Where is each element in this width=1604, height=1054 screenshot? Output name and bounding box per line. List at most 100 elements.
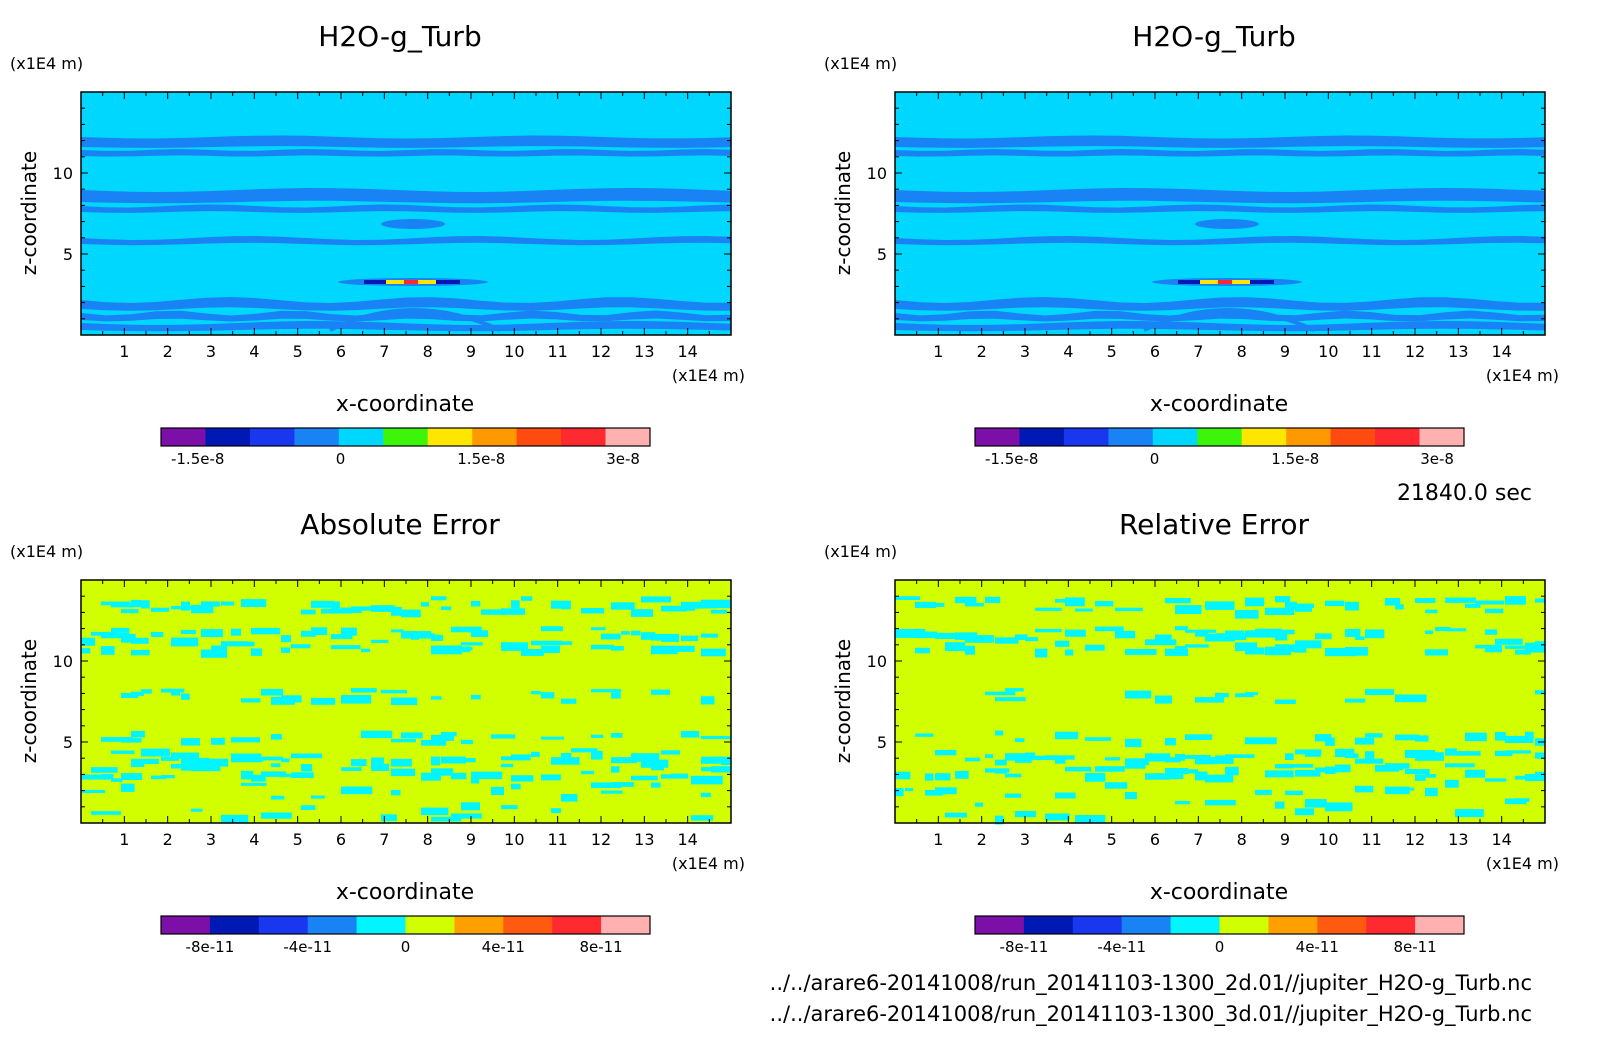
contour-patch <box>1295 603 1312 612</box>
contour-patch <box>1275 699 1296 704</box>
contour-patch <box>551 757 580 765</box>
contour-patch <box>1285 790 1303 796</box>
contour-patch <box>461 646 470 653</box>
contour-patch <box>1025 637 1039 642</box>
colorbar-frame <box>160 427 651 447</box>
colorbar-tick-label: 4e-11 <box>1296 938 1339 956</box>
contour-patch <box>641 759 669 768</box>
colorbar-tick-label: 3e-8 <box>1420 450 1454 468</box>
contour-patch <box>641 632 656 640</box>
x-tick-label: 11 <box>547 342 567 361</box>
contour-core <box>404 280 418 284</box>
contour-patch <box>1475 600 1505 605</box>
contour-patch <box>1035 648 1048 658</box>
contour-patch <box>995 730 1004 736</box>
contour-patch <box>331 645 361 650</box>
x-tick-label: 6 <box>1150 342 1160 361</box>
contour-patch <box>1055 792 1076 799</box>
contour-patch <box>611 602 635 610</box>
contour-patch <box>521 649 544 656</box>
contour-patch <box>1175 626 1188 631</box>
contour-patch <box>1495 638 1523 645</box>
contour-patch <box>301 609 316 615</box>
contour-patch <box>121 609 139 614</box>
contour-patch <box>1385 598 1401 606</box>
colorbar-swatch <box>249 428 295 446</box>
contour-patch <box>1345 647 1368 656</box>
colorbar-tick-label: 4e-11 <box>482 938 525 956</box>
contour-patch <box>431 768 454 776</box>
contour-patch <box>1175 646 1187 651</box>
contour-patch <box>1365 733 1383 738</box>
contour-patch <box>421 602 429 607</box>
contour-patch <box>391 606 402 616</box>
contour-patch <box>181 629 197 634</box>
contour-patch <box>1055 755 1066 764</box>
contour-patch <box>191 604 214 614</box>
y-tick-label: 5 <box>877 245 887 264</box>
contour-patch <box>935 773 951 781</box>
contour-patch <box>1445 748 1457 756</box>
contour-patch <box>421 772 441 781</box>
contour-patch <box>1225 766 1239 776</box>
contour-patch <box>101 632 130 639</box>
contour-patch <box>1205 799 1236 806</box>
contour-patch <box>1275 764 1294 769</box>
contour-patch <box>995 697 1026 702</box>
contour-patch <box>1035 628 1062 633</box>
contour-patch <box>651 633 680 641</box>
contour-patch <box>541 736 564 740</box>
contour-patch <box>1185 754 1211 759</box>
contour-patch <box>935 602 945 607</box>
y-axis-label: z-coordinate <box>17 639 41 763</box>
contour-core <box>1218 280 1232 284</box>
contour-patch <box>895 628 926 638</box>
contour-patch <box>1535 641 1545 649</box>
x-tick-label: 2 <box>163 830 173 849</box>
contour-patch <box>965 637 981 643</box>
contour-patch <box>1095 600 1114 607</box>
contour-patch <box>291 753 323 759</box>
x-tick-label: 13 <box>634 830 654 849</box>
contour-patch <box>1075 608 1093 612</box>
contour-patch <box>1365 629 1385 639</box>
contour-patch <box>511 600 520 609</box>
x-tick-label: 1 <box>119 830 129 849</box>
contour-patch <box>1025 752 1036 760</box>
contour-patch <box>111 778 123 782</box>
y-axis-label: z-coordinate <box>831 639 855 763</box>
contour-patch <box>1485 629 1498 635</box>
colorbar-swatch <box>258 916 309 934</box>
contour-patch <box>541 692 555 699</box>
x-axis-label: x-coordinate <box>1150 880 1288 905</box>
time-label: 21840.0 sec <box>1397 481 1532 506</box>
contour-patch <box>351 606 380 611</box>
contour-patch <box>271 795 285 800</box>
contour-patch <box>1435 627 1451 632</box>
colorbar-swatch <box>516 428 562 446</box>
contour-patch <box>131 691 144 696</box>
x-tick-label: 14 <box>677 342 697 361</box>
colorbar-swatch <box>1375 428 1421 446</box>
contour-patch <box>1165 598 1191 604</box>
colorbar-swatch <box>209 916 260 934</box>
contour-patch <box>1235 609 1259 619</box>
contour-patch <box>261 688 284 696</box>
contour-patch <box>1455 751 1481 756</box>
contour-patch <box>1405 769 1430 774</box>
contour-patch <box>1465 603 1481 608</box>
contour-patch <box>371 605 395 612</box>
contour-patch <box>1315 633 1332 640</box>
x-unit-label: (x1E4 m) <box>672 854 745 873</box>
contour-patch <box>391 697 418 705</box>
contour-patch <box>701 792 711 798</box>
contour-patch <box>1065 629 1086 637</box>
contour-patch <box>181 738 200 746</box>
contour-patch <box>591 782 622 788</box>
colorbar: -1.5e-8 0 1.5e-8 3e-8 <box>160 427 651 468</box>
contour-patch <box>1005 793 1021 798</box>
contour-patch <box>1215 755 1230 762</box>
colorbar-tick-label: 0 <box>336 450 346 468</box>
contour-patch <box>311 697 336 705</box>
contour-patch <box>591 644 614 650</box>
